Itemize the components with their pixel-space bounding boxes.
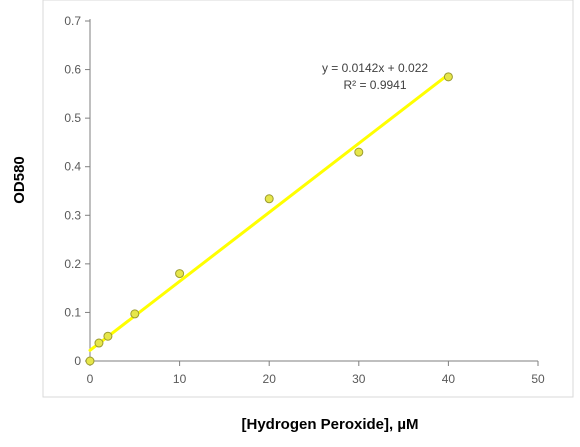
trendline — [88, 72, 450, 352]
data-point — [354, 147, 364, 157]
x-tick-label: 20 — [263, 372, 277, 386]
x-ticks: 0 10 20 30 40 50 — [87, 361, 545, 386]
data-points — [85, 72, 453, 366]
data-point — [175, 269, 185, 279]
data-point — [130, 309, 140, 319]
data-point — [103, 331, 113, 341]
y-axis-title: OD580 — [11, 156, 28, 204]
y-tick-label: 0 — [74, 354, 81, 368]
data-point — [94, 338, 104, 348]
y-tick-label: 0.7 — [64, 14, 81, 28]
y-tick-label: 0.2 — [64, 257, 81, 271]
x-tick-label: 10 — [173, 372, 187, 386]
data-point — [443, 72, 453, 82]
y-tick-label: 0.4 — [64, 160, 81, 174]
x-tick-label: 50 — [531, 372, 545, 386]
y-ticks: 0 0.1 0.2 0.3 0.4 0.5 0.6 0.7 — [64, 14, 90, 368]
axes — [89, 19, 538, 362]
chart-frame — [42, 0, 574, 398]
x-tick-label: 0 — [87, 372, 94, 386]
x-axis-title: [Hydrogen Peroxide], µM — [242, 416, 419, 433]
y-tick-label: 0.3 — [64, 208, 81, 222]
data-point — [264, 194, 274, 204]
trendline-r-squared: R² = 0.9941 — [343, 78, 406, 92]
y-tick-label: 0.6 — [64, 63, 81, 77]
y-tick-label: 0.5 — [64, 111, 81, 125]
trendline-equation: y = 0.0142x + 0.022 — [322, 61, 428, 75]
x-tick-label: 40 — [442, 372, 456, 386]
y-tick-label: 0.1 — [64, 305, 81, 319]
data-point — [85, 356, 95, 366]
trendline-group — [88, 72, 450, 352]
x-tick-label: 30 — [352, 372, 366, 386]
